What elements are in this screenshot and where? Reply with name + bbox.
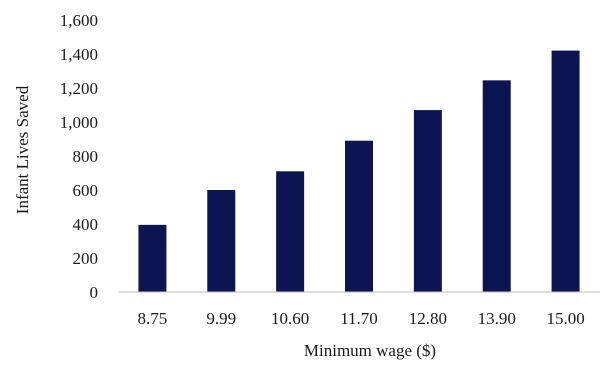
x-axis-title: Minimum wage ($) [304,341,436,360]
bar [345,140,373,292]
x-tick-label: 8.75 [138,309,168,328]
bars [138,50,580,292]
y-tick-label: 200 [73,249,99,268]
x-tick-label: 12.80 [409,309,447,328]
y-axis-title: Infant Lives Saved [13,85,32,214]
y-axis-tick-labels: 0 200 400 600 800 1,000 1,200 1,400 1,600 [60,11,98,302]
x-tick-label: 11.70 [340,309,378,328]
x-axis-tick-labels: 8.75 9.99 10.60 11.70 12.80 13.90 15.00 [138,309,585,328]
x-tick-label: 10.60 [271,309,309,328]
bar [207,190,236,292]
x-tick-label: 15.00 [546,309,584,328]
y-tick-label: 0 [90,283,99,302]
y-tick-label: 1,200 [60,79,98,98]
bar [276,171,305,292]
y-tick-label: 800 [73,147,99,166]
y-tick-label: 600 [73,181,99,200]
bar [138,224,167,292]
y-tick-label: 1,000 [60,113,98,132]
bar [551,50,580,292]
x-tick-label: 9.99 [206,309,236,328]
x-tick-label: 13.90 [478,309,516,328]
bar [482,80,511,292]
y-tick-label: 400 [73,215,99,234]
y-tick-label: 1,600 [60,11,98,30]
y-tick-label: 1,400 [60,45,98,64]
bar [413,110,442,292]
